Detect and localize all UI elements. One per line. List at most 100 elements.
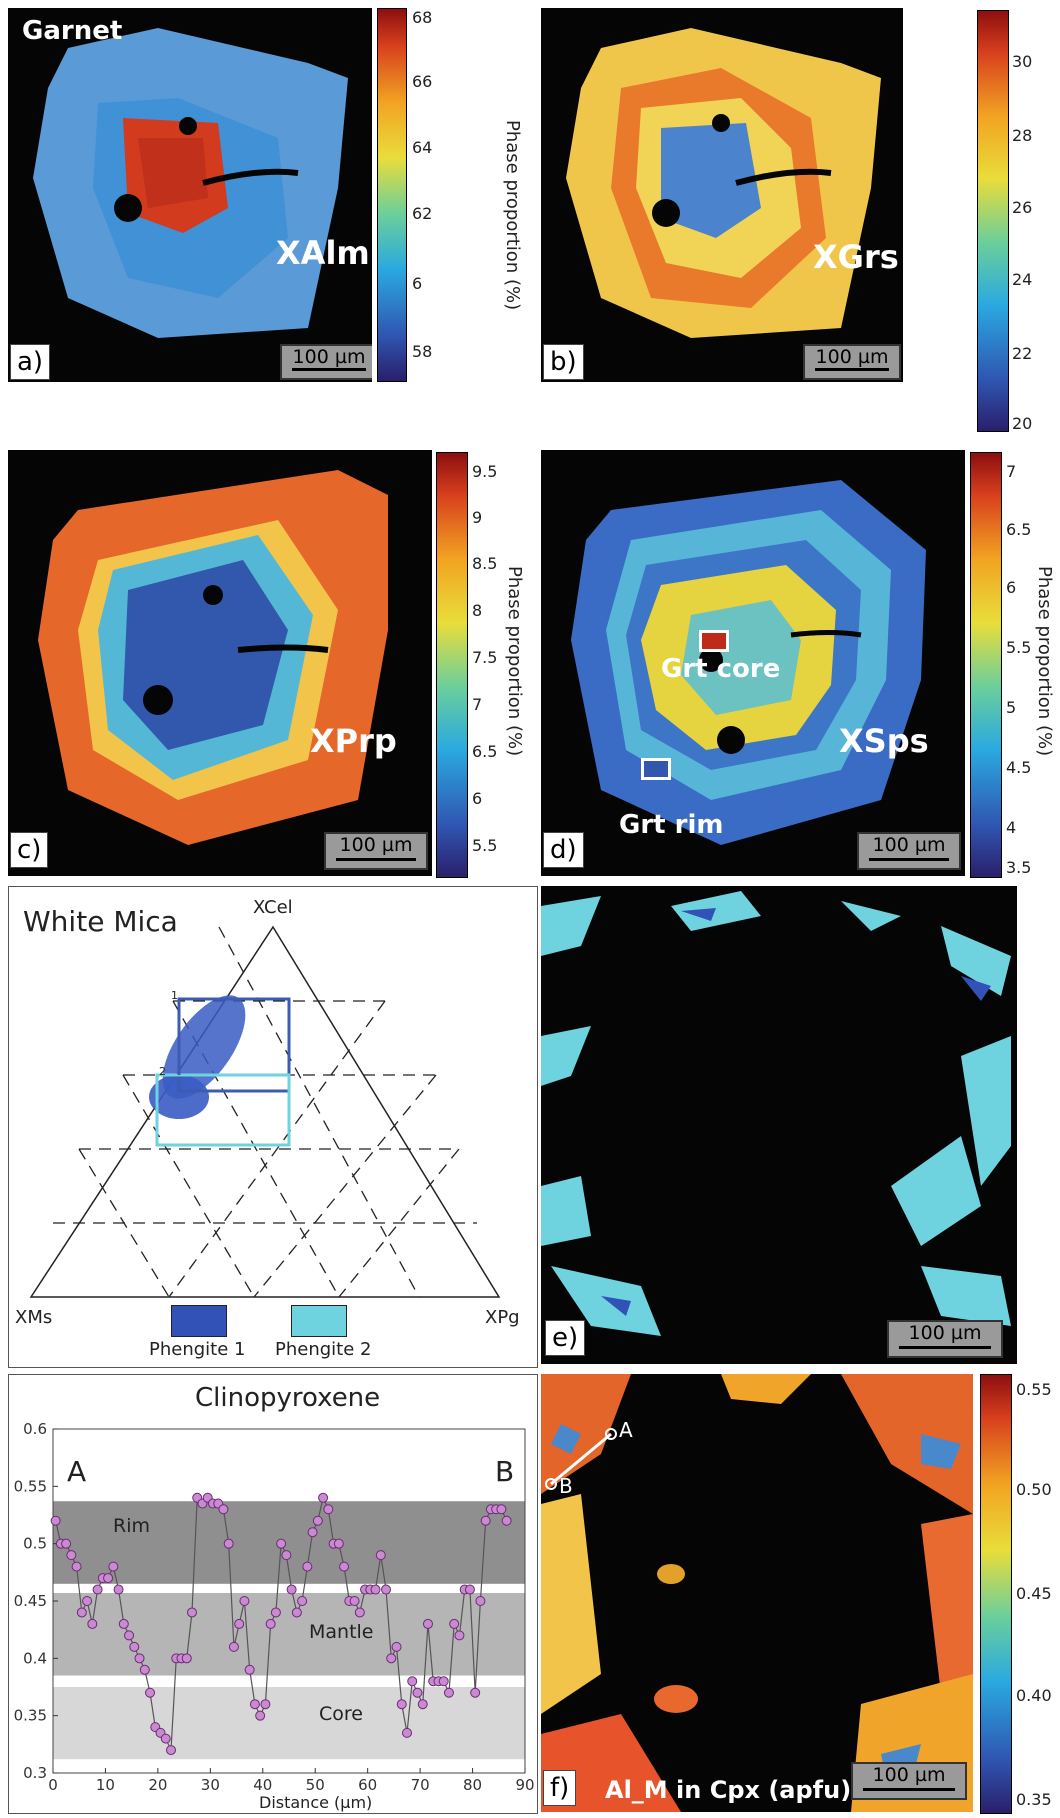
data-point [354, 1607, 365, 1618]
data-point [443, 1687, 454, 1698]
garnet-xsps-grain [571, 480, 926, 845]
data-point [391, 1641, 402, 1652]
scale-bar: 100 µm [803, 344, 901, 380]
tick-label: 20 [1012, 414, 1033, 433]
panel-label-e: e) [545, 1320, 586, 1356]
zone-band-core [53, 1687, 525, 1760]
data-point [333, 1538, 344, 1549]
x-tick-label: 90 [515, 1776, 534, 1794]
tick-label: 7 [1006, 462, 1017, 481]
x-tick-label: 80 [463, 1776, 482, 1794]
tick-label: 0.50 [1016, 1480, 1052, 1499]
data-point [417, 1699, 428, 1710]
grt-core-label: Grt core [661, 654, 781, 684]
profile-start-label: A [67, 1455, 87, 1488]
x-tick-label: 10 [96, 1776, 115, 1794]
tick-label: 30 [1012, 52, 1033, 71]
point-b-label: B [559, 1474, 573, 1498]
panel-label-b: b) [543, 344, 584, 380]
data-point [186, 1607, 197, 1618]
data-point [454, 1630, 465, 1641]
map-title-xsps: XSps [839, 722, 929, 760]
scale-bar-label: 100 µm [292, 346, 366, 368]
data-point [255, 1710, 266, 1721]
data-point [270, 1607, 281, 1618]
scale-bar-label: 100 µm [872, 834, 946, 856]
data-point [265, 1618, 276, 1629]
chart-title: Clinopyroxene [195, 1383, 381, 1413]
y-tick-label: 0.35 [14, 1707, 47, 1725]
data-point [139, 1664, 150, 1675]
tick-label: 5 [1006, 698, 1017, 717]
scale-bar: 100 µm [851, 1762, 967, 1800]
data-point [496, 1504, 507, 1515]
data-point [82, 1596, 93, 1606]
x-tick-label: 70 [411, 1776, 430, 1794]
data-point [276, 1538, 287, 1549]
legend-swatch-phengite-1 [171, 1305, 227, 1337]
data-point [370, 1584, 381, 1595]
profile-end-label: B [495, 1455, 515, 1488]
data-point [339, 1561, 350, 1572]
scale-bar-label: 100 µm [872, 1764, 946, 1786]
data-point [412, 1687, 423, 1698]
colorbar-title: Phase proportion (%) [1034, 566, 1055, 757]
y-tick-label: 0.5 [23, 1535, 47, 1553]
data-point [312, 1515, 323, 1526]
scale-bar: 100 µm [280, 344, 372, 380]
x-axis-label: Distance (µm) [259, 1793, 373, 1812]
y-tick-label: 0.3 [23, 1764, 47, 1782]
colorbar-xalm [377, 8, 407, 382]
data-point [402, 1727, 412, 1738]
data-point [103, 1573, 114, 1584]
white-mica-grains [541, 891, 1011, 1336]
data-point [291, 1607, 302, 1618]
tick-label: 66 [412, 72, 433, 91]
tick-label: 58 [412, 342, 433, 361]
colorbar-xsps [970, 452, 1002, 878]
garnet-xgrs-map: XGrs b) 100 µm [541, 8, 903, 382]
data-point [375, 1550, 386, 1561]
white-mica-phase-map: e) 100 µm [541, 886, 1017, 1364]
zone-label-core: Core [319, 1703, 363, 1725]
tick-label: 6 [1006, 578, 1017, 597]
map-title-xgrs: XGrs [813, 238, 899, 276]
panel-label-f: f) [543, 1770, 577, 1806]
data-point [239, 1596, 250, 1606]
tick-label: 4 [1006, 818, 1017, 837]
tick-label: 4.5 [1006, 758, 1032, 777]
data-point [87, 1618, 98, 1629]
x-tick-label: 30 [201, 1776, 220, 1794]
panel-label-a: a) [10, 344, 51, 380]
tick-label: 0.55 [1016, 1380, 1052, 1399]
map-title-xprp: XPrp [310, 722, 397, 760]
clinopyroxene-profile-panel: Clinopyroxene 0.6 0.55 0.5 0.45 0.4 0.35 0.3 0 1… [8, 1374, 538, 1814]
tick-label: 8.5 [472, 554, 498, 573]
data-point [244, 1664, 255, 1675]
data-point [160, 1733, 171, 1744]
grt-rim-label: Grt rim [619, 810, 724, 840]
legend-label-phengite-1: Phengite 1 [149, 1339, 246, 1360]
tick-label: 0.35 [1016, 1790, 1052, 1809]
map-title-al-m: Al_M in Cpx (apfu) [605, 1776, 852, 1804]
tick-label: 6 [412, 274, 423, 293]
data-point [297, 1596, 308, 1606]
tick-label: 9 [472, 508, 483, 527]
data-point [145, 1687, 156, 1698]
tick-label: 26 [1012, 198, 1033, 217]
x-tick-label: 20 [148, 1776, 167, 1794]
tick-label: 28 [1012, 126, 1033, 145]
scale-bar-label: 100 µm [815, 346, 889, 368]
data-point [166, 1745, 176, 1756]
grt-core-box [699, 630, 729, 652]
data-point [501, 1515, 512, 1526]
tick-label: 64 [412, 138, 433, 157]
data-point [61, 1538, 72, 1549]
data-point [113, 1584, 124, 1595]
y-tick-label: 0.6 [23, 1420, 47, 1438]
scale-bar: 100 µm [324, 832, 428, 870]
data-point [396, 1699, 407, 1710]
tick-label: 5.5 [472, 836, 498, 855]
y-tick-label: 0.4 [23, 1649, 47, 1667]
x-tick-label: 50 [306, 1776, 325, 1794]
